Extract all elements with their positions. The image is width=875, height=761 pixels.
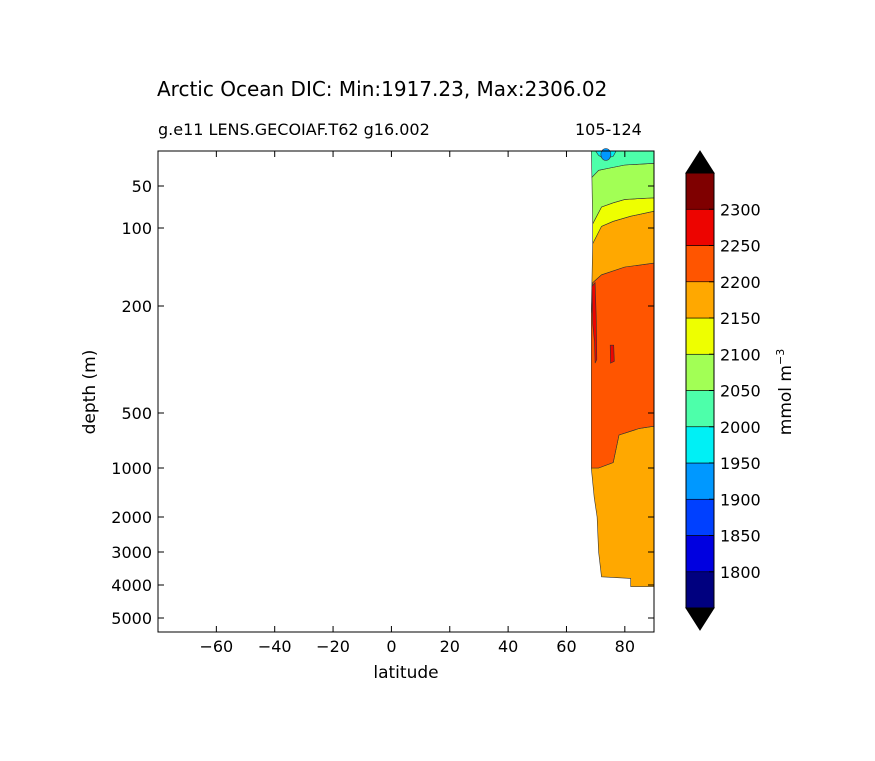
contour-band-max-patches: [591, 281, 598, 364]
colorbar-swatch: [685, 390, 715, 428]
colorbar-tick-label: 2000: [720, 418, 761, 437]
x-tick-label: 0: [386, 637, 396, 656]
y-tick-label: 1000: [111, 459, 152, 478]
chart-subtitle-left: g.e11 LENS.GECOIAF.T62 g16.002: [158, 120, 430, 139]
colorbar: 1800 1850 1900 1950 2000 2050 2100 2150 2200 2250…: [685, 150, 796, 631]
colorbar-swatch: [685, 498, 715, 536]
colorbar-extend-high: [685, 150, 715, 174]
y-tick-label: 100: [121, 219, 152, 238]
x-tick-label: 80: [615, 637, 635, 656]
colorbar-tick-label: 2050: [720, 382, 761, 401]
colorbar-tick-label: 2150: [720, 309, 761, 328]
colorbar-swatch: [685, 208, 715, 246]
x-tick-label: 40: [498, 637, 518, 656]
x-tick-label: −60: [199, 637, 233, 656]
y-tick-label: 200: [121, 297, 152, 316]
colorbar-swatch: [685, 245, 715, 283]
colorbar-tick-label: 2300: [720, 200, 761, 219]
y-tick-label: 5000: [111, 609, 152, 628]
y-tick-label: 3000: [111, 543, 152, 562]
colorbar-tick-label: 1900: [720, 490, 761, 509]
y-tick-label: 50: [132, 177, 152, 196]
colorbar-tick-label: 2200: [720, 273, 761, 292]
x-tick-label: 20: [440, 637, 460, 656]
colorbar-tick-label: 1800: [720, 563, 761, 582]
contour-band-surface-min: [600, 148, 612, 161]
x-axis: −60 −40 −20 0 20 40 60 80: [199, 151, 635, 656]
colorbar-swatch: [685, 172, 715, 210]
y-tick-label: 500: [121, 404, 152, 423]
colorbar-extend-low: [685, 607, 715, 631]
contour-band-max-patch-2: [609, 344, 615, 364]
x-tick-label: 60: [556, 637, 576, 656]
y-tick-label: 2000: [111, 508, 152, 527]
colorbar-swatch: [685, 353, 715, 391]
colorbar-tick-label: 1850: [720, 527, 761, 546]
colorbar-swatch: [685, 426, 715, 464]
x-tick-label: −20: [316, 637, 350, 656]
x-axis-label: latitude: [373, 663, 438, 683]
colorbar-swatch: [685, 571, 715, 609]
x-tick-label: −40: [258, 637, 292, 656]
colorbar-tick-label: 2100: [720, 345, 761, 364]
colorbar-tick-label: 2250: [720, 237, 761, 256]
colorbar-swatch: [685, 535, 715, 573]
chart-subtitle-right: 105-124: [575, 120, 642, 139]
colorbar-swatch: [685, 462, 715, 500]
y-axis-label: depth (m): [80, 350, 100, 435]
colorbar-tick-label: 1950: [720, 454, 761, 473]
plot-frame: [157, 150, 655, 633]
contour-fills: [590, 148, 655, 587]
colorbar-swatch: [685, 317, 715, 355]
y-axis: 50 100 200 500 1000 2000 3000 4000 5000: [111, 177, 654, 628]
y-tick-label: 4000: [111, 576, 152, 595]
colorbar-label: mmol m−3: [774, 349, 796, 435]
colorbar-swatch: [685, 281, 715, 319]
chart-title: Arctic Ocean DIC: Min:1917.23, Max:2306.…: [157, 77, 608, 101]
